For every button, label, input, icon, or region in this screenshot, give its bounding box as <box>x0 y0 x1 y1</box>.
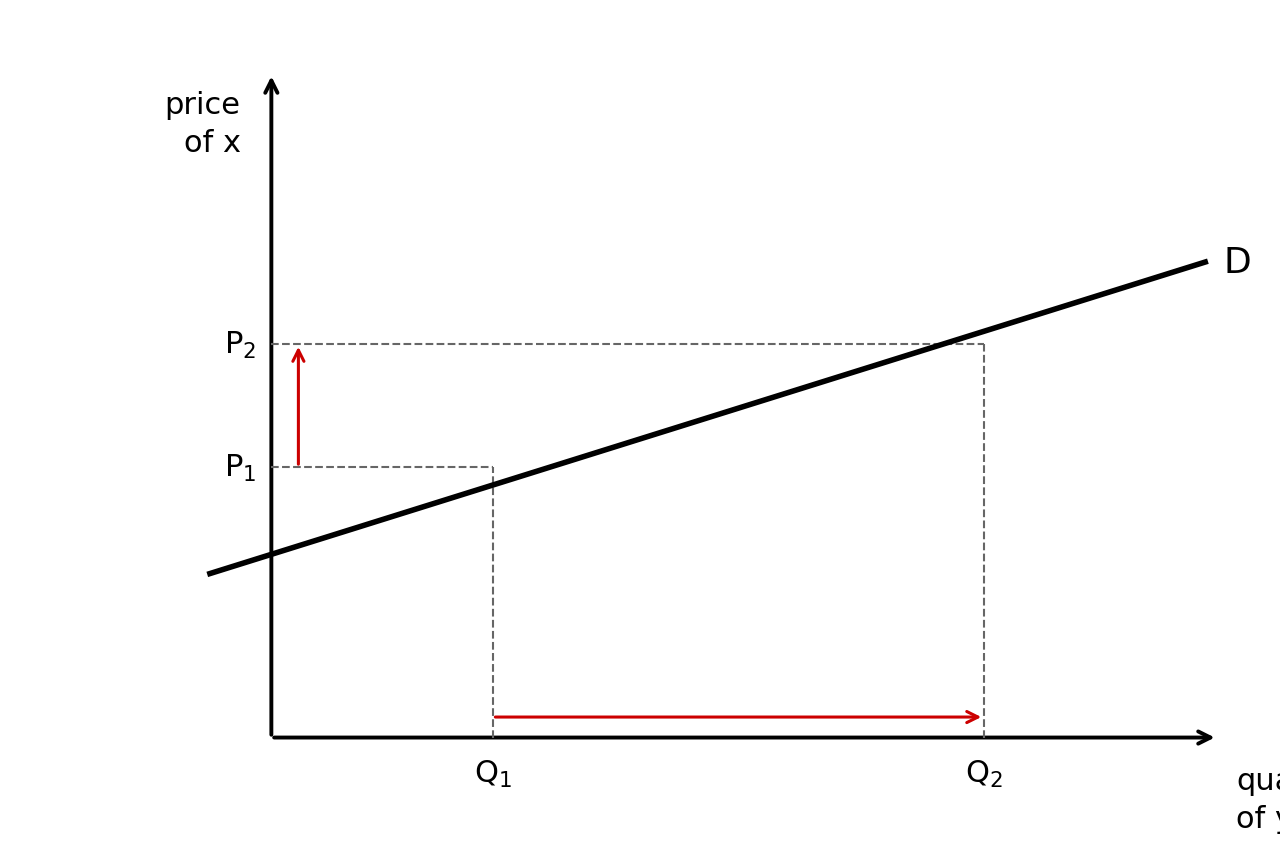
Text: D: D <box>1224 246 1252 280</box>
Text: Q$_2$: Q$_2$ <box>965 758 1004 789</box>
Text: price
of x: price of x <box>165 90 241 158</box>
Text: quantity
of y: quantity of y <box>1236 766 1280 833</box>
Text: Q$_1$: Q$_1$ <box>474 758 512 789</box>
Text: P$_2$: P$_2$ <box>224 329 256 360</box>
Text: P$_1$: P$_1$ <box>224 452 256 483</box>
